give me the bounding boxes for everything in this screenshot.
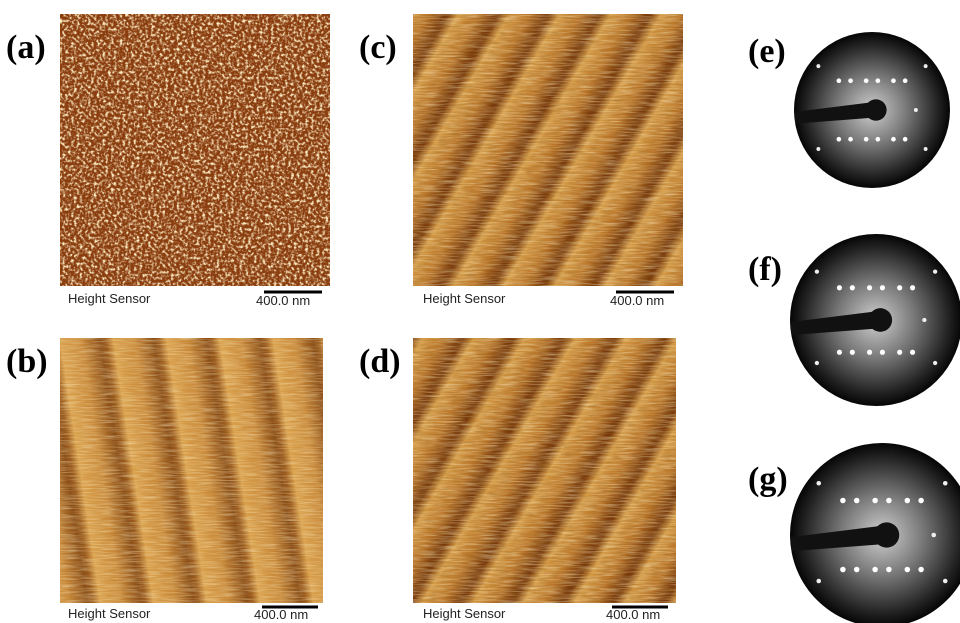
leed-spot xyxy=(905,498,911,504)
leed-panel-g: (g) xyxy=(748,443,960,623)
leed-spot xyxy=(867,285,872,290)
leed-spot xyxy=(850,350,855,355)
panel-label: (a) xyxy=(6,29,46,66)
leed-spot xyxy=(837,137,842,142)
panel-label: (d) xyxy=(359,343,401,380)
scale-label: 400.0 nm xyxy=(610,293,664,308)
leed-spot xyxy=(867,350,872,355)
afm-texture xyxy=(413,14,683,286)
leed-spot xyxy=(872,567,878,573)
leed-spot xyxy=(876,78,881,83)
afm-panel-d: (d) Height Sensor 400.0 nm xyxy=(359,338,676,622)
afm-panel-a: (a) Height Sensor 400.0 nm xyxy=(6,14,330,308)
afm-panel-c: (c) Height Sensor 400.0 nm xyxy=(359,14,683,308)
leed-spot xyxy=(933,269,937,273)
leed-spot xyxy=(943,579,948,584)
leed-spot xyxy=(816,481,821,486)
scale-label: 400.0 nm xyxy=(606,607,660,622)
panel-label: (f) xyxy=(748,251,782,288)
afm-texture xyxy=(60,338,323,603)
leed-spot xyxy=(886,498,892,504)
leed-spot xyxy=(848,137,853,142)
leed-spot xyxy=(918,498,924,504)
leed-spot xyxy=(924,147,928,151)
leed-spot xyxy=(837,350,842,355)
leed-spot xyxy=(943,481,948,486)
leed-spot xyxy=(872,498,878,504)
scale-label: 400.0 nm xyxy=(256,293,310,308)
panel-label: (g) xyxy=(748,461,788,498)
figure: (a) Height Sensor 400.0 nm (c) Height Se… xyxy=(0,0,960,623)
caption: Height Sensor xyxy=(68,291,151,306)
leed-spot xyxy=(918,567,924,573)
leed-spot xyxy=(840,498,846,504)
leed-spot xyxy=(891,78,896,83)
leed-spot xyxy=(848,78,853,83)
leed-spot xyxy=(850,285,855,290)
afm-texture xyxy=(60,14,330,286)
leed-spot xyxy=(903,137,908,142)
leed-spot xyxy=(816,579,821,584)
leed-spot xyxy=(922,318,926,322)
leed-panel-e: (e) xyxy=(748,32,950,188)
leed-spot xyxy=(903,78,908,83)
afm-texture xyxy=(413,338,676,603)
leed-spot xyxy=(924,64,928,68)
caption: Height Sensor xyxy=(423,606,506,621)
leed-spot xyxy=(815,269,819,273)
leed-spot xyxy=(880,350,885,355)
leed-spot xyxy=(910,285,915,290)
leed-spot xyxy=(891,137,896,142)
scale-label: 400.0 nm xyxy=(254,607,308,622)
electron-gun xyxy=(865,99,886,120)
leed-spot xyxy=(816,147,820,151)
electron-gun xyxy=(874,522,899,547)
panel-label: (b) xyxy=(6,343,48,380)
leed-spot xyxy=(880,285,885,290)
leed-spot xyxy=(854,498,860,504)
leed-spot xyxy=(897,285,902,290)
leed-spot xyxy=(886,567,892,573)
leed-spot xyxy=(837,78,842,83)
electron-gun xyxy=(868,308,892,332)
leed-spot xyxy=(914,108,918,112)
panel-label: (e) xyxy=(748,33,786,70)
leed-spot xyxy=(854,567,860,573)
leed-spot xyxy=(816,64,820,68)
leed-spot xyxy=(840,567,846,573)
caption: Height Sensor xyxy=(423,291,506,306)
leed-spot xyxy=(933,361,937,365)
leed-spot xyxy=(910,350,915,355)
leed-spot xyxy=(897,350,902,355)
panel-label: (c) xyxy=(359,29,397,66)
leed-spot xyxy=(876,137,881,142)
caption: Height Sensor xyxy=(68,606,151,621)
afm-panel-b: (b) Height Sensor 400.0 nm xyxy=(6,338,323,622)
leed-spot xyxy=(815,361,819,365)
leed-spot xyxy=(864,137,869,142)
leed-spot xyxy=(931,533,936,538)
leed-spot xyxy=(864,78,869,83)
leed-spot xyxy=(905,567,911,573)
leed-panel-f: (f) xyxy=(748,234,960,406)
leed-spot xyxy=(837,285,842,290)
